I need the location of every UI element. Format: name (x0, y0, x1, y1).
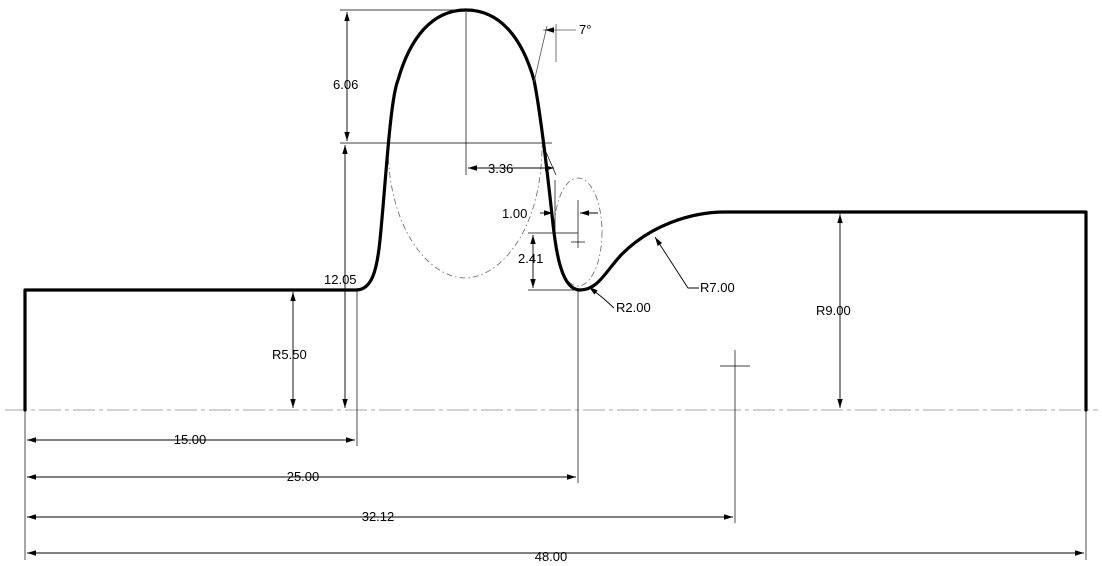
radius-label-5-5: R5.50 (272, 347, 307, 362)
leader-r2 (588, 286, 615, 309)
angle-label-7: 7° (579, 22, 591, 37)
offset-label-1-00: 1.00 (502, 206, 527, 221)
height-label-12-05: 12.05 (324, 272, 357, 287)
part-profile (23, 8, 1088, 412)
dimension-label-32: 32.12 (362, 509, 395, 524)
height-label-2-41: 2.41 (518, 251, 543, 266)
construction-ellipse-large (387, 144, 543, 279)
width-label-3-36: 3.36 (488, 161, 513, 176)
height-label-6-06: 6.06 (333, 77, 358, 92)
dimension-label-15: 15.00 (174, 432, 207, 447)
radius-label-7: R7.00 (700, 280, 735, 295)
dimension-label-48: 48.00 (535, 549, 568, 564)
radius-label-2: R2.00 (616, 300, 651, 315)
leader-r7 (654, 236, 699, 289)
radius-label-9: R9.00 (816, 303, 851, 318)
dimension-label-25: 25.00 (287, 469, 320, 484)
